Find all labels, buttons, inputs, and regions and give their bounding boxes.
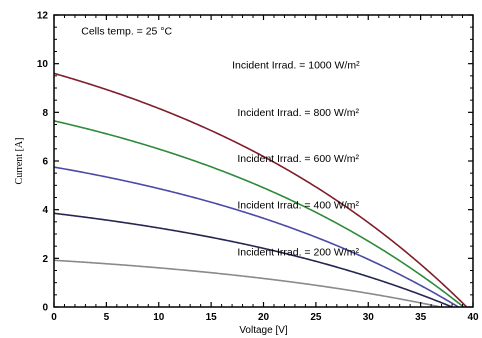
temperature-annotation: Cells temp. = 25 °C [81, 25, 172, 37]
y-tick-label: 2 [42, 254, 48, 265]
series-label-4: Incident Irrad. = 400 W/m² [237, 199, 359, 211]
x-axis-label: Voltage [V] [239, 325, 288, 336]
y-axis-label: Current [A] [14, 138, 25, 185]
y-tick-label: 4 [42, 205, 48, 216]
x-tick-label: 30 [363, 312, 375, 323]
x-tick-label: 35 [415, 312, 427, 323]
series-label-2: Incident Irrad. = 800 W/m² [237, 107, 359, 119]
y-tick-label: 8 [42, 108, 48, 119]
series-line-1 [53, 72, 468, 308]
curves-group: Incident Irrad. = 1000 W/m² Incident Irra… [53, 59, 468, 308]
series-line-5 [53, 259, 441, 308]
series-label-3: Incident Irrad. = 600 W/m² [237, 153, 359, 165]
y-tick-label: 0 [42, 303, 48, 314]
series-label-5: Incident Irrad. = 200 W/m² [237, 246, 359, 258]
x-tick-label: 40 [467, 312, 479, 323]
y-tick-label: 10 [37, 59, 49, 70]
y-tick-label: 12 [37, 11, 49, 22]
x-tick-label: 15 [206, 312, 218, 323]
x-tick-label: 10 [153, 312, 165, 323]
series-line-4 [53, 212, 453, 308]
series-label-1: Incident Irrad. = 1000 W/m² [232, 59, 360, 71]
x-tick-label: 0 [51, 312, 57, 323]
y-tick-label: 6 [42, 157, 48, 168]
x-tick-label: 25 [310, 312, 322, 323]
series-line-2 [53, 120, 465, 308]
x-tick-label: 5 [104, 312, 110, 323]
axes-group: 0 5 10 15 20 25 30 35 40 0 2 4 6 8 10 12 [37, 11, 479, 324]
series-line-3 [53, 166, 459, 308]
x-tick-label: 20 [258, 312, 270, 323]
